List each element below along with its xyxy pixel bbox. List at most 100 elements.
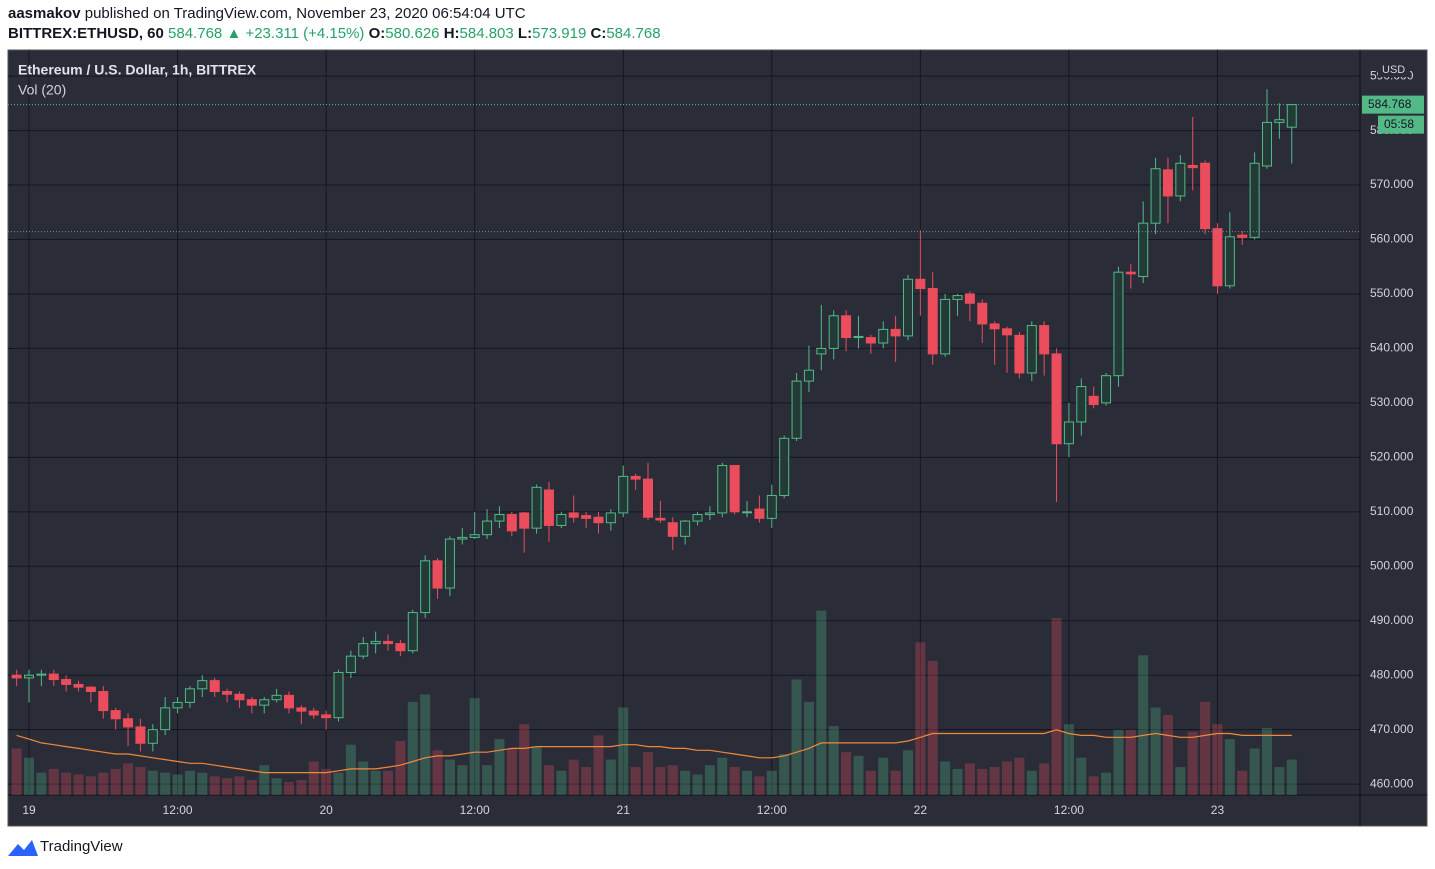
volume-bar (1125, 729, 1136, 795)
volume-bar (1262, 727, 1272, 795)
x-tick-label: 21 (617, 803, 631, 817)
volume-bar (1162, 714, 1173, 795)
volume-bar (383, 770, 394, 795)
volume-bar (828, 726, 839, 795)
volume-bar (581, 767, 592, 795)
candle-body (308, 710, 319, 716)
volume-bar (234, 776, 245, 795)
volume-bar (407, 701, 418, 795)
volume-bar (531, 746, 542, 795)
candle-body (865, 337, 876, 344)
volume-bar (1063, 724, 1074, 795)
symbol: BITTREX:ETHUSD, 60 (8, 25, 164, 42)
volume-bar (655, 767, 666, 795)
l-label: L: (517, 25, 533, 42)
candle-body (1113, 271, 1124, 377)
volume-bar (296, 780, 307, 795)
x-tick-label: 23 (1211, 803, 1225, 817)
volume-bar (791, 679, 802, 795)
candle-body (420, 560, 431, 614)
volume-bar (977, 768, 988, 795)
y-tick-label: 520.000 (1370, 450, 1414, 464)
volume-bar (444, 759, 455, 795)
volume-bar (308, 761, 319, 795)
x-tick-label: 19 (22, 803, 36, 817)
o-label: O: (368, 25, 386, 42)
candle-body (853, 335, 864, 339)
volume-bar (209, 776, 220, 795)
chart-title: Ethereum / U.S. Dollar, 1h, BITTREX (18, 62, 257, 78)
candle-body (271, 694, 282, 701)
logo: TradingView (8, 838, 123, 856)
candle-body (915, 278, 926, 290)
currency-bg (1378, 61, 1410, 77)
y-tick-label: 540.000 (1370, 341, 1414, 355)
candle-body (61, 679, 72, 685)
volume-bar (222, 778, 233, 795)
volume-bar (1237, 770, 1248, 795)
candle-body (1249, 162, 1260, 238)
volume-bar (902, 750, 913, 795)
volume-bar (259, 765, 270, 795)
candle-body (581, 515, 592, 519)
candle-body (457, 536, 468, 540)
volume-bar (370, 770, 381, 795)
candle-body (556, 514, 567, 526)
candle-body (618, 475, 629, 514)
volume-bar (618, 707, 629, 795)
candle-body (643, 478, 653, 518)
candle-body (1200, 162, 1211, 230)
candle-body (11, 674, 22, 679)
volume-bar (890, 770, 901, 795)
volume-bar (964, 763, 975, 795)
volume-bar (754, 776, 765, 795)
candle-body (667, 522, 678, 537)
volume-bar (110, 768, 121, 795)
l: 573.919 (532, 25, 587, 42)
last: 584.768 (168, 25, 223, 42)
candle-body (754, 508, 765, 519)
volume-bar (506, 748, 517, 795)
candle-body (370, 640, 381, 645)
candle-body (184, 688, 195, 703)
volume-bar (605, 759, 616, 795)
candle-body (841, 315, 852, 339)
volume-bar (543, 765, 554, 795)
volume-bar (1224, 739, 1235, 795)
volume-bar (147, 770, 158, 795)
candle-body (85, 686, 96, 693)
candle-body (828, 315, 839, 349)
volume-bar (1051, 618, 1062, 795)
volume-bar (1150, 707, 1161, 795)
logo-icon (8, 840, 38, 856)
candle-body (147, 729, 158, 744)
volume-bar (841, 752, 852, 795)
y-tick-label: 460.000 (1370, 776, 1414, 790)
volume-bar (494, 739, 505, 795)
candle-body (1212, 228, 1223, 287)
volume-bar (692, 774, 703, 795)
candle-body (1101, 375, 1112, 404)
volume-bar (952, 768, 963, 795)
volume-bar (1039, 763, 1050, 795)
candle-body (333, 671, 344, 719)
candle-body (1026, 325, 1037, 374)
candle-body (568, 512, 579, 518)
candle-body (407, 612, 418, 652)
volume-bar (184, 770, 195, 795)
volume-bar (358, 761, 369, 795)
candle-body (977, 302, 988, 325)
candle-body (1237, 234, 1248, 238)
volume-bar (1187, 731, 1198, 795)
volume-bar (283, 781, 294, 795)
countdown-badge (1378, 115, 1424, 134)
candle-body (630, 475, 641, 480)
candle-body (543, 489, 554, 526)
candle-body (717, 465, 728, 514)
candle-body (519, 512, 530, 529)
volume-bar (246, 780, 257, 795)
candle-body (878, 328, 889, 344)
candle-body (283, 694, 294, 709)
volume-bar (704, 765, 715, 795)
price-badge-label: 584.768 (1368, 97, 1412, 111)
